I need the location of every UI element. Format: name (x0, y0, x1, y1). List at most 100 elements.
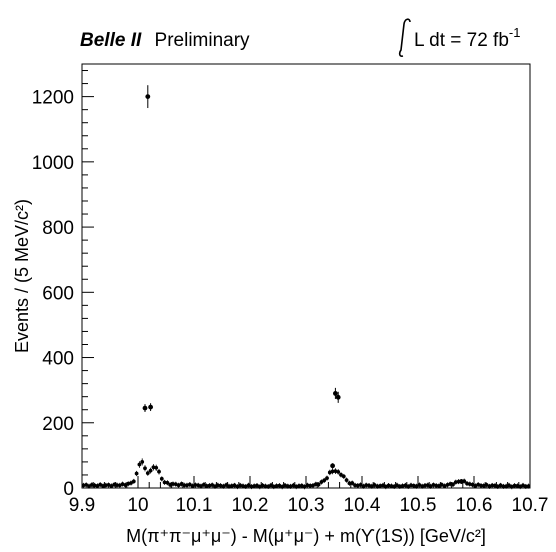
data-point (142, 405, 148, 411)
data-point (459, 479, 464, 484)
background-point (344, 478, 349, 483)
background-point (140, 460, 145, 464)
background-point (313, 482, 318, 487)
x-tick-label: 10.7 (512, 495, 549, 516)
y-tick-label: 1000 (32, 153, 74, 174)
background-point (350, 481, 355, 485)
luminosity-text: L dt = 72 fb (414, 30, 509, 51)
y-tick-label: 0 (63, 479, 74, 500)
data-point (145, 94, 151, 100)
x-tick-label: 10.3 (288, 495, 325, 516)
status-label: Preliminary (155, 30, 251, 51)
background-point (322, 478, 327, 483)
background-points (81, 458, 531, 490)
y-tick-label: 1200 (32, 88, 74, 109)
background-point (134, 471, 139, 476)
chart-header: Belle II Preliminary (80, 30, 250, 51)
background-point (336, 469, 341, 474)
background-point (479, 483, 483, 488)
y-tick-label: 200 (42, 414, 74, 435)
data-points (142, 85, 464, 484)
background-point (297, 483, 301, 488)
background-point (375, 484, 380, 489)
background-point (162, 480, 167, 485)
background-point (151, 465, 156, 470)
background-point (501, 484, 506, 489)
x-tick-label: 10.6 (456, 495, 493, 516)
background-point (145, 471, 150, 476)
background-point (182, 483, 187, 488)
background-point (274, 484, 279, 488)
background-point (423, 483, 427, 488)
background-point (103, 483, 108, 488)
background-point (143, 466, 147, 471)
data-point (335, 394, 341, 400)
integral-symbol (398, 18, 411, 57)
y-tick-label: 400 (42, 349, 74, 370)
background-point (512, 483, 517, 488)
x-tick-label: 10.1 (176, 495, 213, 516)
background-point (81, 483, 86, 488)
data-point (333, 391, 338, 396)
x-tick-labels: 9.9 10 10.1 10.2 10.3 10.4 10.5 10.6 10.7 (69, 495, 549, 516)
data-point (330, 463, 335, 469)
background-point (339, 472, 343, 477)
background-point (316, 482, 321, 487)
experiment-label: Belle II (80, 30, 142, 51)
background-point (526, 484, 531, 489)
background-point (319, 480, 324, 484)
background-point (148, 468, 153, 473)
plot-frame (81, 63, 531, 489)
y-axis-title: Events / (5 MeV/c²) (12, 199, 32, 353)
background-point (193, 483, 198, 487)
luminosity-exponent: -1 (509, 25, 521, 40)
background-point (451, 482, 455, 487)
background-point (325, 476, 329, 481)
background-point (227, 484, 231, 489)
background-point (187, 482, 192, 487)
background-point (523, 484, 528, 489)
x-tick-label: 9.9 (69, 495, 95, 516)
background-point (204, 484, 209, 488)
background-point (490, 483, 495, 488)
x-tick-label: 10.4 (344, 495, 381, 516)
axis-ticks (81, 70, 531, 489)
background-point (154, 465, 159, 470)
background-point (131, 479, 136, 484)
y-tick-label: 800 (42, 218, 74, 239)
background-point (364, 483, 369, 488)
background-point (386, 483, 391, 488)
background-point (115, 483, 119, 488)
x-tick-label: 10.2 (232, 495, 269, 516)
background-point (263, 484, 268, 489)
background-point (453, 480, 458, 485)
background-point (434, 483, 439, 488)
background-point (448, 482, 453, 486)
background-point (353, 483, 357, 488)
x-axis-title: M(π⁺π⁻μ⁺μ⁻) - M(μ⁺μ⁻) + m(ϒ(1S)) [GeV/c²… (126, 526, 486, 546)
background-point (484, 482, 489, 487)
y-tick-labels: 0 200 400 600 800 1000 1200 (32, 88, 74, 500)
background-point (347, 481, 352, 486)
x-tick-label: 10.5 (400, 495, 437, 516)
background-point (137, 462, 142, 467)
y-tick-label: 600 (42, 283, 74, 304)
background-point (308, 483, 313, 488)
background-point (252, 484, 257, 488)
background-point (171, 482, 175, 486)
background-point (157, 469, 161, 474)
background-point (330, 469, 335, 474)
x-tick-label: 10 (127, 495, 148, 516)
background-point (129, 481, 133, 485)
background-point (285, 484, 290, 489)
background-point (165, 480, 170, 485)
background-point (215, 483, 220, 488)
background-point (159, 476, 164, 481)
background-point (341, 474, 346, 479)
data-point (148, 404, 154, 410)
background-point (109, 484, 114, 488)
background-point (411, 483, 416, 488)
luminosity-label: L dt = 72 fb-1 (414, 25, 520, 51)
background-point (302, 484, 307, 489)
